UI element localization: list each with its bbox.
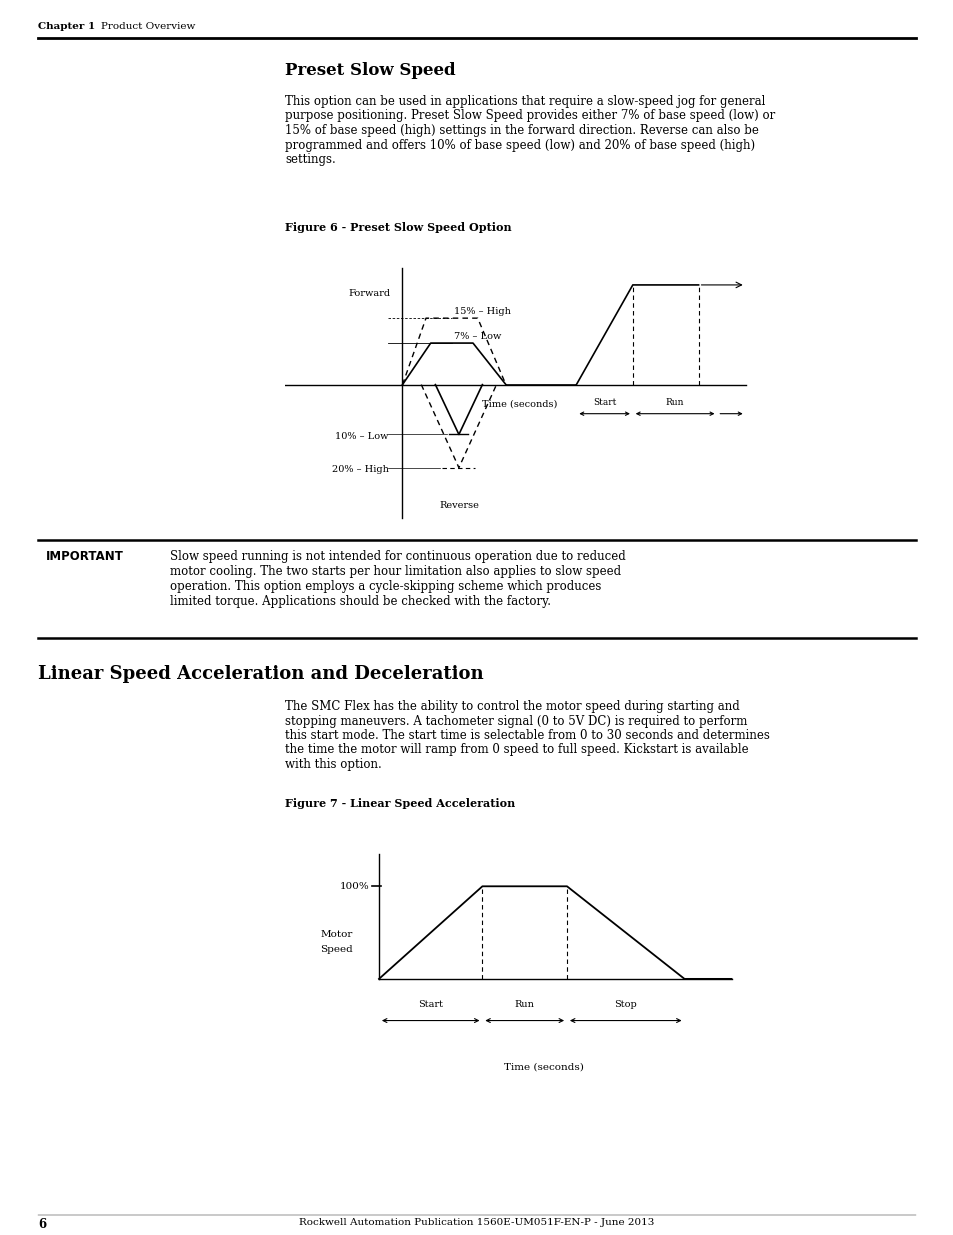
- Text: 100%: 100%: [339, 882, 369, 890]
- Text: Slow speed running is not intended for continuous operation due to reduced: Slow speed running is not intended for c…: [170, 550, 625, 563]
- Text: This option can be used in applications that require a slow-speed jog for genera: This option can be used in applications …: [285, 95, 764, 107]
- Text: Rockwell Automation Publication 1560E-UM051F-EN-P - June 2013: Rockwell Automation Publication 1560E-UM…: [299, 1218, 654, 1228]
- Text: the time the motor will ramp from 0 speed to full speed. Kickstart is available: the time the motor will ramp from 0 spee…: [285, 743, 748, 757]
- Text: 7% – Low: 7% – Low: [454, 332, 501, 341]
- Text: purpose positioning. Preset Slow Speed provides either 7% of base speed (low) or: purpose positioning. Preset Slow Speed p…: [285, 110, 775, 122]
- Text: 15% of base speed (high) settings in the forward direction. Reverse can also be: 15% of base speed (high) settings in the…: [285, 124, 758, 137]
- Text: limited torque. Applications should be checked with the factory.: limited torque. Applications should be c…: [170, 595, 551, 608]
- Text: settings.: settings.: [285, 153, 335, 165]
- Text: 20% – High: 20% – High: [332, 466, 388, 474]
- Text: operation. This option employs a cycle-skipping scheme which produces: operation. This option employs a cycle-s…: [170, 580, 600, 593]
- Text: Start: Start: [593, 399, 616, 408]
- Text: Forward: Forward: [348, 289, 390, 298]
- Text: Speed: Speed: [320, 945, 353, 953]
- Text: Run: Run: [665, 399, 683, 408]
- Text: Product Overview: Product Overview: [88, 22, 195, 31]
- Text: this start mode. The start time is selectable from 0 to 30 seconds and determine: this start mode. The start time is selec…: [285, 729, 769, 742]
- Text: IMPORTANT: IMPORTANT: [46, 550, 124, 563]
- Text: 6: 6: [38, 1218, 46, 1231]
- Text: motor cooling. The two starts per hour limitation also applies to slow speed: motor cooling. The two starts per hour l…: [170, 564, 620, 578]
- Text: stopping maneuvers. A tachometer signal (0 to 5V DC) is required to perform: stopping maneuvers. A tachometer signal …: [285, 715, 746, 727]
- Text: Chapter 1: Chapter 1: [38, 22, 95, 31]
- Text: Reverse: Reverse: [438, 501, 478, 510]
- Text: with this option.: with this option.: [285, 758, 381, 771]
- Text: Run: Run: [515, 1000, 534, 1009]
- Text: Figure 6 - Preset Slow Speed Option: Figure 6 - Preset Slow Speed Option: [285, 222, 511, 233]
- Text: Stop: Stop: [614, 1000, 637, 1009]
- Text: Figure 7 - Linear Speed Acceleration: Figure 7 - Linear Speed Acceleration: [285, 798, 515, 809]
- Text: Time (seconds): Time (seconds): [503, 1062, 583, 1071]
- Text: Start: Start: [417, 1000, 443, 1009]
- Text: programmed and offers 10% of base speed (low) and 20% of base speed (high): programmed and offers 10% of base speed …: [285, 138, 755, 152]
- Text: Linear Speed Acceleration and Deceleration: Linear Speed Acceleration and Decelerati…: [38, 664, 483, 683]
- Text: 10% – Low: 10% – Low: [335, 432, 388, 441]
- Text: Preset Slow Speed: Preset Slow Speed: [285, 62, 456, 79]
- Text: The SMC Flex has the ability to control the motor speed during starting and: The SMC Flex has the ability to control …: [285, 700, 739, 713]
- Text: Time (seconds): Time (seconds): [482, 399, 558, 408]
- Text: Motor: Motor: [320, 930, 353, 939]
- Text: 15% – High: 15% – High: [454, 308, 511, 316]
